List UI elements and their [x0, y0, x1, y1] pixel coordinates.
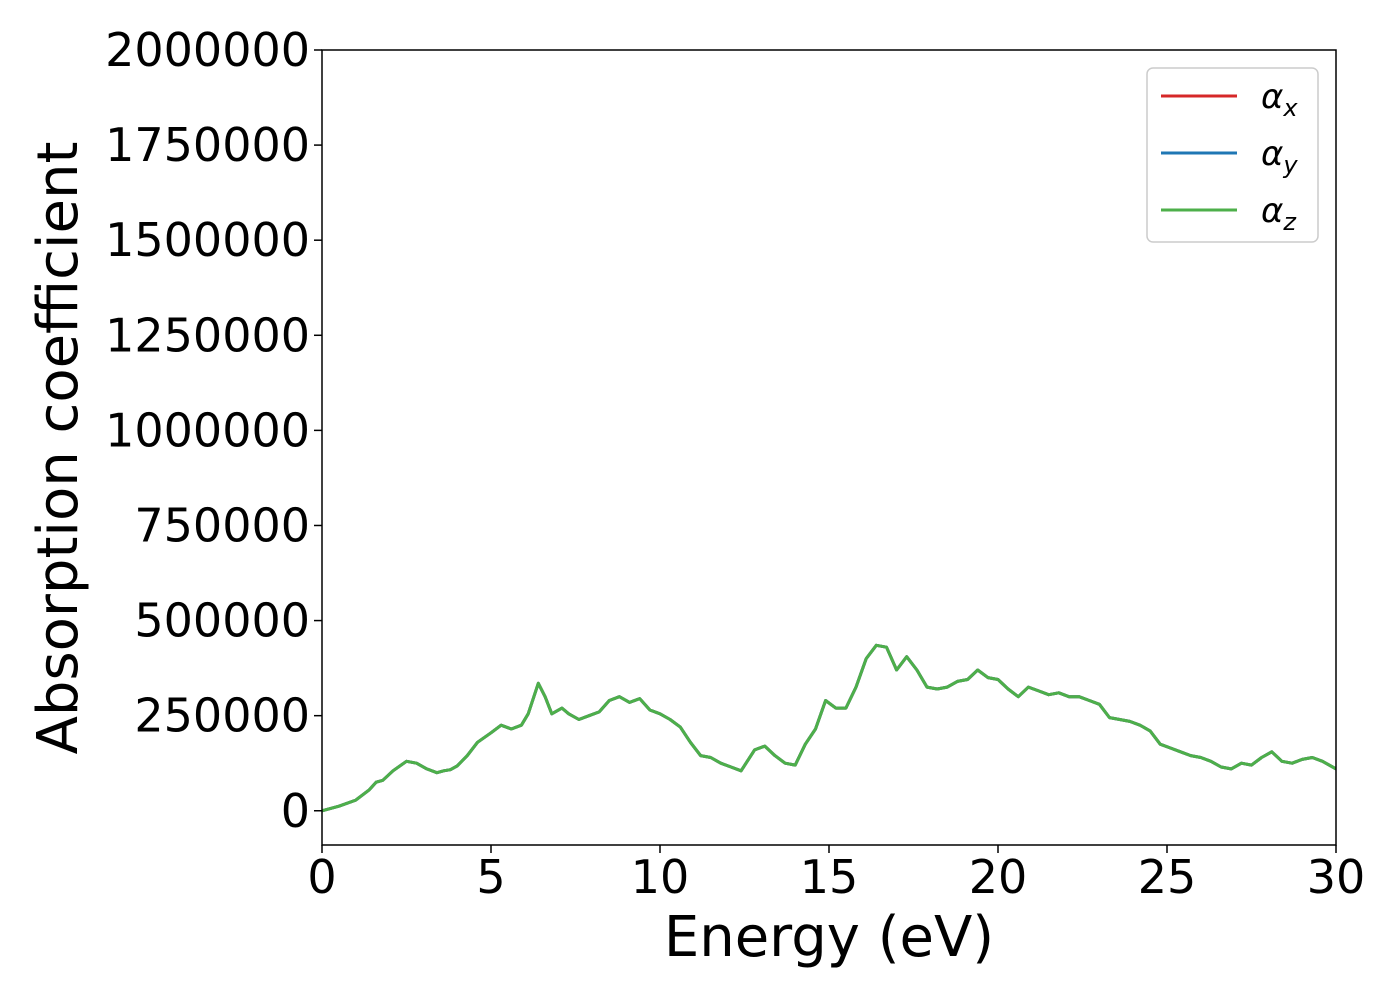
- y-tick-label: 1750000: [105, 118, 310, 172]
- legend-label-z: αz: [1261, 191, 1297, 236]
- x-tick-label: 25: [1138, 850, 1197, 904]
- legend-label-y: αy: [1261, 134, 1298, 179]
- y-tick-label: 1500000: [105, 213, 310, 267]
- legend: αx αy αz: [1146, 67, 1319, 243]
- x-axis-title: Energy (eV): [664, 905, 994, 970]
- series-line-y: [322, 643, 1336, 813]
- x-tick-label: 15: [800, 850, 859, 904]
- y-tick-label: 500000: [134, 594, 310, 648]
- x-axis-ticks: 0 5 10 15 20 25 30: [307, 845, 1365, 904]
- y-tick-label: 250000: [134, 689, 310, 743]
- x-tick-label: 20: [969, 850, 1028, 904]
- series-line-z: [322, 643, 1336, 813]
- x-tick-label: 0: [307, 850, 336, 904]
- y-tick-label: 0: [281, 784, 310, 838]
- series-line-x: [322, 643, 1336, 813]
- y-tick-label: 2000000: [105, 23, 310, 77]
- series-layer: [322, 643, 1336, 813]
- legend-frame: [1146, 67, 1319, 243]
- y-tick-label: 750000: [134, 498, 310, 552]
- legend-label-x: αx: [1261, 77, 1298, 122]
- y-tick-label: 1000000: [105, 403, 310, 457]
- x-tick-label: 10: [631, 850, 690, 904]
- x-tick-label: 30: [1307, 850, 1366, 904]
- y-tick-label: 1250000: [105, 308, 310, 362]
- y-axis-ticks: 0 250000 500000 750000 1000000 1250000 1500000…: [105, 23, 322, 838]
- y-axis-title: Absorption coefficient: [26, 142, 91, 755]
- x-tick-label: 5: [476, 850, 505, 904]
